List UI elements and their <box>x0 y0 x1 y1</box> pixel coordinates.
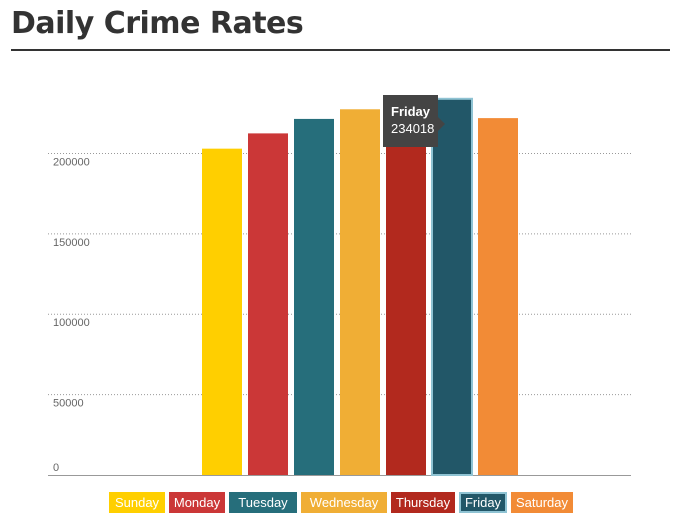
tooltip-category: Friday <box>391 104 431 119</box>
chart-title: Daily Crime Rates <box>11 6 304 41</box>
legend-item-friday[interactable]: Friday <box>459 492 507 513</box>
tooltip-value: 234018 <box>391 121 435 136</box>
y-tick-label: 150000 <box>53 237 90 249</box>
legend: Sunday Monday Tuesday Wednesday Thursday Frid… <box>0 492 677 513</box>
legend-item-saturday[interactable]: Saturday <box>511 492 573 513</box>
bar-monday <box>248 133 288 475</box>
legend-item-tuesday[interactable]: Tuesday <box>229 492 297 513</box>
y-tick-label: 50000 <box>53 398 84 410</box>
title-divider <box>11 49 670 51</box>
bar-chart: 0 50000 100000 150000 200000 <box>48 97 631 476</box>
y-tick-label: 100000 <box>53 317 90 329</box>
bar-saturday <box>478 118 518 475</box>
y-tick-label: 0 <box>53 462 59 474</box>
y-tick-label: 200000 <box>53 156 90 168</box>
bar-friday <box>431 97 473 476</box>
bar-tuesday <box>294 118 334 475</box>
bar-wednesday <box>340 109 380 475</box>
bar-sunday <box>202 148 242 475</box>
legend-item-monday[interactable]: Monday <box>169 492 225 513</box>
legend-item-wednesday[interactable]: Wednesday <box>301 492 387 513</box>
tooltip: Friday 234018 <box>383 95 445 147</box>
legend-item-sunday[interactable]: Sunday <box>109 492 165 513</box>
bar-thursday <box>386 113 426 475</box>
legend-item-thursday[interactable]: Thursday <box>391 492 455 513</box>
